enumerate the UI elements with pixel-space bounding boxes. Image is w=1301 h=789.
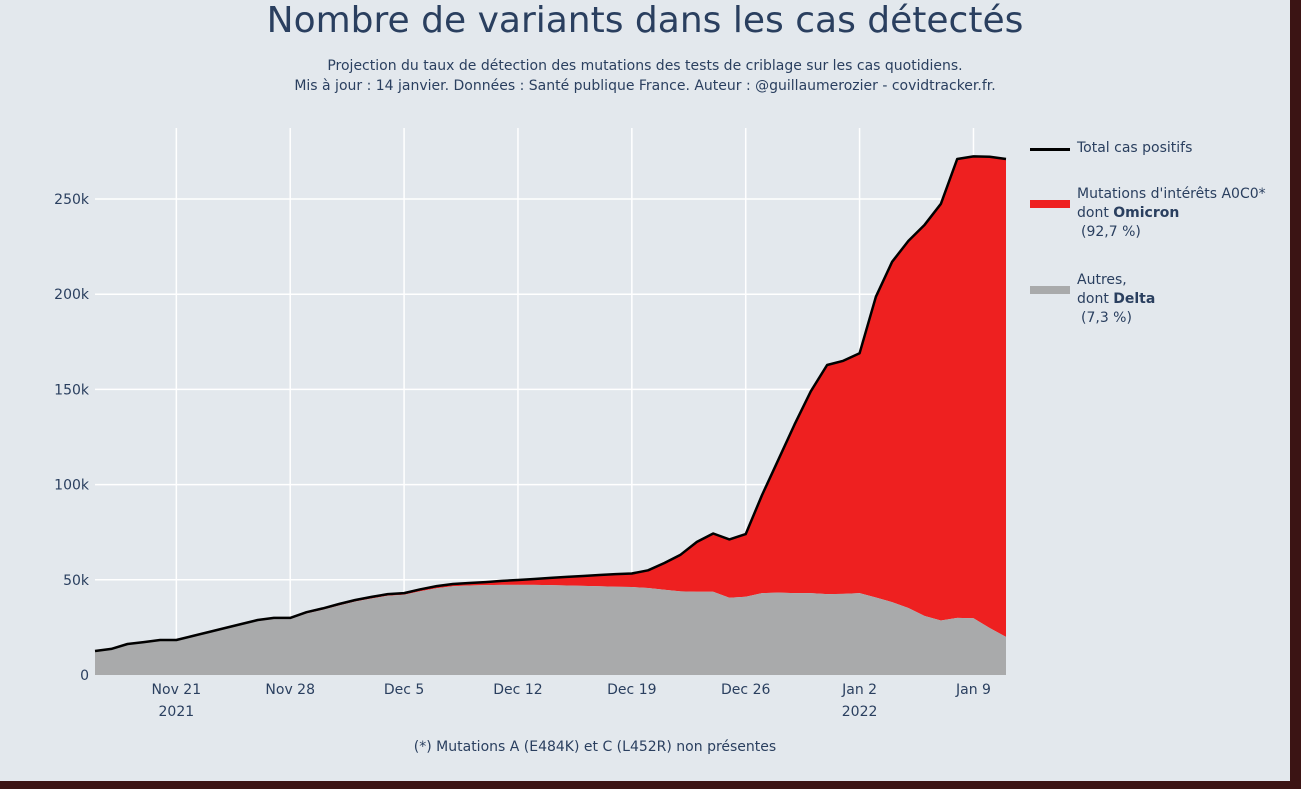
legend-swatch-autres: [1030, 286, 1070, 294]
legend-omicron-line1: Mutations d'intérêts A0C0*: [1077, 186, 1266, 202]
legend-label-total: Total cas positifs: [1077, 140, 1193, 156]
x-tick-label: Jan 2: [841, 682, 877, 698]
legend-autres-pct: (7,3 %): [1081, 310, 1132, 326]
axis-ticks: 0 50k 100k 150k 200k 250k Nov 21 2021 Nov 28 Dec …: [54, 192, 991, 720]
y-tick-label: 250k: [54, 192, 90, 208]
legend-autres-dont: dont: [1077, 291, 1114, 307]
legend-swatch-omicron: [1030, 200, 1070, 208]
chart-update-info: Mis à jour : 14 janvier. Données : Santé…: [294, 78, 996, 94]
y-tick-label: 200k: [54, 287, 90, 303]
x-tick-label: Jan 9: [955, 682, 991, 698]
x-tick-year: 2022: [842, 704, 878, 720]
legend-omicron-pct: (92,7 %): [1081, 224, 1141, 240]
legend-omicron-dont: dont: [1077, 205, 1114, 221]
y-tick-label: 100k: [54, 478, 90, 494]
chart-title: Nombre de variants dans les cas détectés: [266, 0, 1024, 41]
legend-label-omicron: Mutations d'intérêts A0C0* dont Omicron …: [1077, 185, 1266, 242]
x-tick-label: Dec 26: [721, 682, 770, 698]
area-omicron: [95, 156, 1006, 651]
x-tick-label: Dec 19: [607, 682, 656, 698]
line-total: [94, 155, 1007, 653]
legend-autres-line1: Autres,: [1077, 272, 1127, 288]
x-tick-label: Nov 28: [265, 682, 315, 698]
x-tick-label: Nov 21: [152, 682, 202, 698]
x-tick-label: Dec 12: [493, 682, 542, 698]
legend-autres-bold: Delta: [1113, 291, 1156, 307]
legend-swatch-total: [1030, 148, 1070, 151]
window-frame-bottom: [0, 781, 1301, 789]
x-tick-year: 2021: [159, 704, 195, 720]
chart-subtitle: Projection du taux de détection des muta…: [327, 58, 963, 74]
area-autres: [95, 584, 1006, 675]
legend-omicron-bold: Omicron: [1113, 205, 1180, 221]
window-frame-right: [1290, 0, 1301, 789]
y-tick-label: 150k: [54, 382, 90, 398]
y-tick-label: 50k: [63, 573, 90, 589]
footnote: (*) Mutations A (E484K) et C (L452R) non…: [413, 739, 777, 755]
y-tick-label: 0: [80, 668, 89, 684]
x-tick-label: Dec 5: [384, 682, 424, 698]
legend-label-autres: Autres, dont Delta (7,3 %): [1077, 271, 1155, 328]
